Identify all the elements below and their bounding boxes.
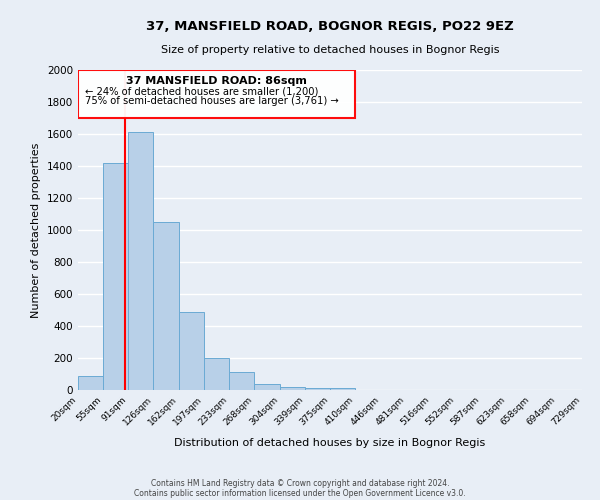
Bar — [179, 312, 204, 390]
Bar — [204, 358, 229, 390]
Y-axis label: Number of detached properties: Number of detached properties — [31, 142, 41, 318]
Text: Contains public sector information licensed under the Open Government Licence v3: Contains public sector information licen… — [134, 488, 466, 498]
Bar — [128, 132, 154, 390]
Bar — [254, 384, 280, 390]
Text: 37 MANSFIELD ROAD: 86sqm: 37 MANSFIELD ROAD: 86sqm — [126, 76, 307, 86]
Bar — [78, 70, 355, 118]
X-axis label: Distribution of detached houses by size in Bognor Regis: Distribution of detached houses by size … — [175, 438, 485, 448]
Bar — [280, 387, 305, 390]
Bar — [331, 388, 355, 390]
Text: 37, MANSFIELD ROAD, BOGNOR REGIS, PO22 9EZ: 37, MANSFIELD ROAD, BOGNOR REGIS, PO22 9… — [146, 20, 514, 33]
Bar — [78, 376, 103, 390]
Text: ← 24% of detached houses are smaller (1,200): ← 24% of detached houses are smaller (1,… — [85, 87, 319, 97]
Bar — [305, 388, 331, 390]
Text: Contains HM Land Registry data © Crown copyright and database right 2024.: Contains HM Land Registry data © Crown c… — [151, 478, 449, 488]
Text: Size of property relative to detached houses in Bognor Regis: Size of property relative to detached ho… — [161, 45, 499, 55]
Bar — [103, 163, 128, 390]
Text: 75% of semi-detached houses are larger (3,761) →: 75% of semi-detached houses are larger (… — [85, 96, 339, 106]
Bar — [229, 372, 254, 390]
Bar — [154, 222, 179, 390]
